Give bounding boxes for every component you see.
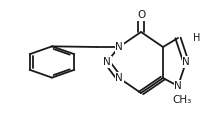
Text: CH₃: CH₃ xyxy=(172,95,192,105)
Text: N: N xyxy=(174,81,182,91)
Text: N: N xyxy=(103,57,111,67)
Text: O: O xyxy=(137,10,145,20)
Text: N: N xyxy=(115,73,123,83)
Text: H: H xyxy=(193,33,200,43)
Text: N: N xyxy=(115,42,123,52)
Text: N: N xyxy=(182,57,190,67)
